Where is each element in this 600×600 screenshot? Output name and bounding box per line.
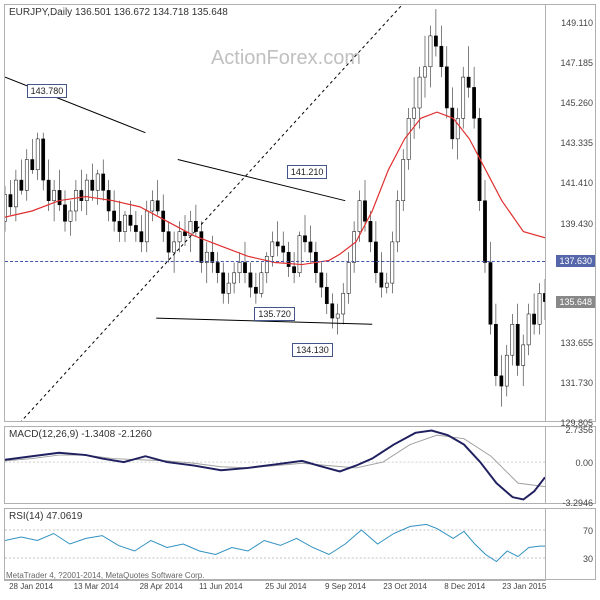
x-axis: 28 Jan 2014 13 Mar 2014 28 Apr 2014 11 Jun … [4, 580, 546, 596]
macd-title: MACD(12,26,9) -1.3408 -2.1260 [9, 429, 152, 440]
rsi-title: RSI(14) 47.0619 [9, 511, 82, 522]
macd-chart: MACD(12,26,9) -1.3408 -2.1260 -3.29460.0… [4, 426, 596, 504]
y-tick-label: 145.260 [560, 98, 593, 108]
main-chart-title: EURJPY,Daily 136.501 136.672 134.718 135… [9, 7, 228, 18]
y-tick-label: 141.410 [560, 178, 593, 188]
rsi-plot-area[interactable] [5, 509, 545, 579]
x-tick-label: 8 Dec 2014 [444, 582, 485, 591]
x-tick-label: 23 Oct 2014 [383, 582, 427, 591]
main-price-chart: EURJPY,Daily 136.501 136.672 134.718 135… [4, 4, 596, 422]
y-tick-label: 147.185 [560, 58, 593, 68]
price-annotation: 141.210 [287, 165, 328, 179]
x-tick-label: 13 Mar 2014 [74, 582, 119, 591]
y-tick-label: 131.730 [560, 378, 593, 388]
y-tick-label: 70 [583, 526, 593, 536]
macd-y-axis: -3.29460.002.7356 [545, 427, 595, 503]
y-tick-label: 143.335 [560, 138, 593, 148]
y-tick-label: 2.7356 [565, 425, 593, 435]
price-annotation: 135.720 [254, 307, 295, 321]
y-tick-label: 139.430 [560, 219, 593, 229]
current-price-tag: 135.648 [556, 296, 595, 308]
horizontal-level-line [5, 261, 545, 262]
footer-copyright: MetaTrader 4, ?2001-2014, MetaQuotes Sof… [6, 571, 204, 580]
level-price-tag: 137.630 [556, 255, 595, 267]
price-annotation: 134.130 [292, 343, 333, 357]
y-tick-label: 30 [583, 554, 593, 564]
x-tick-label: 9 Sep 2014 [325, 582, 366, 591]
rsi-chart: RSI(14) 47.0619 30 70 [4, 508, 596, 580]
rsi-svg [5, 509, 545, 579]
y-tick-label: 0.00 [575, 458, 593, 468]
y-tick-label: -3.2946 [562, 498, 593, 508]
main-y-axis: 137.630 135.648 129.805131.730133.655135… [545, 5, 595, 421]
y-tick-label: 133.655 [560, 338, 593, 348]
main-plot-area[interactable]: ActionForex.com 143.780149.760141.210135… [5, 5, 545, 421]
rsi-y-axis: 30 70 [545, 509, 595, 579]
watermark: ActionForex.com [211, 47, 361, 70]
x-tick-label: 28 Apr 2014 [140, 582, 183, 591]
x-tick-label: 23 Jan 2015 [502, 582, 546, 591]
x-tick-label: 25 Jul 2014 [265, 582, 306, 591]
x-tick-label: 11 Jun 2014 [199, 582, 242, 591]
x-tick-label: 28 Jan 2014 [9, 582, 53, 591]
y-tick-label: 149.110 [561, 18, 593, 28]
price-annotation: 143.780 [27, 84, 68, 98]
